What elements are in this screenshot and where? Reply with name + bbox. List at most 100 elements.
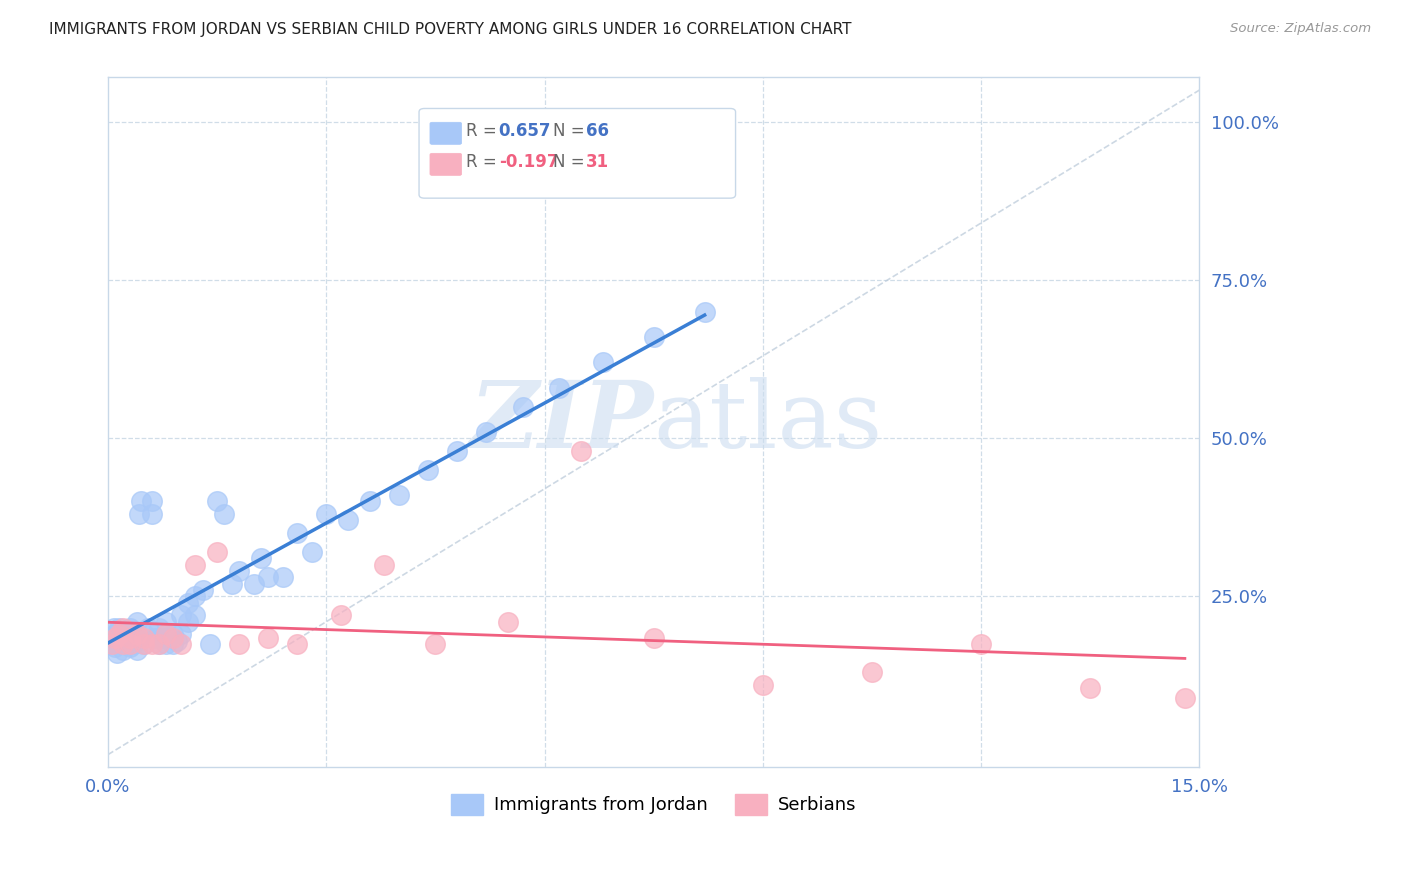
Point [329, 608, 352, 623]
FancyBboxPatch shape [430, 153, 461, 176]
Point [693, 304, 716, 318]
Text: IMMIGRANTS FROM JORDAN VS SERBIAN CHILD POVERTY AMONG GIRLS UNDER 16 CORRELATION: IMMIGRANTS FROM JORDAN VS SERBIAN CHILD … [49, 22, 852, 37]
Text: ZIP: ZIP [470, 377, 654, 467]
Point [118, 637, 141, 651]
Point [569, 443, 592, 458]
Point [100, 637, 122, 651]
Point [105, 646, 128, 660]
Point [129, 494, 152, 508]
Point [127, 643, 149, 657]
Point [118, 631, 141, 645]
Point [134, 637, 156, 651]
Point [512, 400, 534, 414]
Text: 0.657: 0.657 [499, 121, 551, 139]
Point [170, 637, 193, 651]
Point [643, 631, 665, 645]
Point [475, 425, 498, 439]
Point [143, 631, 166, 645]
Point [271, 570, 294, 584]
Point [136, 621, 159, 635]
Point [141, 507, 163, 521]
Point [337, 513, 360, 527]
Point [141, 494, 163, 508]
Point [214, 507, 236, 521]
Point [104, 627, 127, 641]
Point [170, 627, 193, 641]
Point [228, 637, 250, 651]
Point [111, 643, 134, 657]
Point [373, 558, 395, 572]
Point [1078, 681, 1101, 695]
Point [128, 507, 150, 521]
Point [228, 564, 250, 578]
Text: Source: ZipAtlas.com: Source: ZipAtlas.com [1230, 22, 1371, 36]
Point [141, 637, 163, 651]
Text: N =: N = [554, 153, 591, 170]
Point [177, 615, 200, 629]
Point [198, 637, 221, 651]
Point [100, 637, 122, 651]
Point [970, 637, 993, 651]
Text: N =: N = [554, 121, 591, 139]
Point [388, 488, 411, 502]
Point [115, 637, 138, 651]
Point [860, 665, 883, 680]
Point [166, 633, 188, 648]
Point [285, 526, 308, 541]
FancyBboxPatch shape [430, 122, 461, 145]
Point [127, 627, 149, 641]
Point [111, 637, 134, 651]
Point [108, 627, 131, 641]
Point [257, 631, 280, 645]
FancyBboxPatch shape [419, 109, 735, 198]
Point [184, 590, 207, 604]
Text: R =: R = [465, 121, 502, 139]
Point [111, 621, 134, 635]
Point [162, 637, 184, 651]
Point [315, 507, 337, 521]
Point [425, 637, 447, 651]
Point [152, 631, 174, 645]
Legend: Immigrants from Jordan, Serbians: Immigrants from Jordan, Serbians [441, 785, 866, 824]
Point [285, 637, 308, 651]
Point [643, 330, 665, 344]
Point [177, 596, 200, 610]
Text: R =: R = [465, 153, 502, 170]
Point [108, 633, 131, 648]
Point [752, 678, 775, 692]
Point [221, 576, 243, 591]
Point [1174, 690, 1197, 705]
Point [184, 608, 207, 623]
Point [118, 640, 141, 654]
Point [134, 631, 156, 645]
Point [301, 545, 323, 559]
Point [359, 494, 381, 508]
Point [108, 621, 131, 635]
Point [548, 380, 571, 394]
Point [103, 621, 125, 635]
Point [111, 631, 134, 645]
Text: atlas: atlas [654, 377, 883, 467]
Point [418, 463, 440, 477]
Point [134, 637, 156, 651]
Text: -0.197: -0.197 [499, 153, 558, 170]
Point [112, 627, 135, 641]
Point [104, 640, 127, 654]
Point [592, 355, 614, 369]
Point [122, 637, 145, 651]
Point [249, 551, 271, 566]
Point [134, 627, 156, 641]
Point [170, 608, 193, 623]
Point [162, 627, 184, 641]
Point [155, 615, 177, 629]
Y-axis label: Child Poverty Among Girls Under 16: Child Poverty Among Girls Under 16 [0, 277, 7, 567]
Point [118, 621, 141, 635]
Point [120, 627, 142, 641]
Point [118, 633, 141, 648]
Point [127, 615, 149, 629]
Point [496, 615, 519, 629]
Point [162, 631, 184, 645]
Point [148, 637, 170, 651]
Text: 31: 31 [586, 153, 609, 170]
Point [184, 558, 207, 572]
